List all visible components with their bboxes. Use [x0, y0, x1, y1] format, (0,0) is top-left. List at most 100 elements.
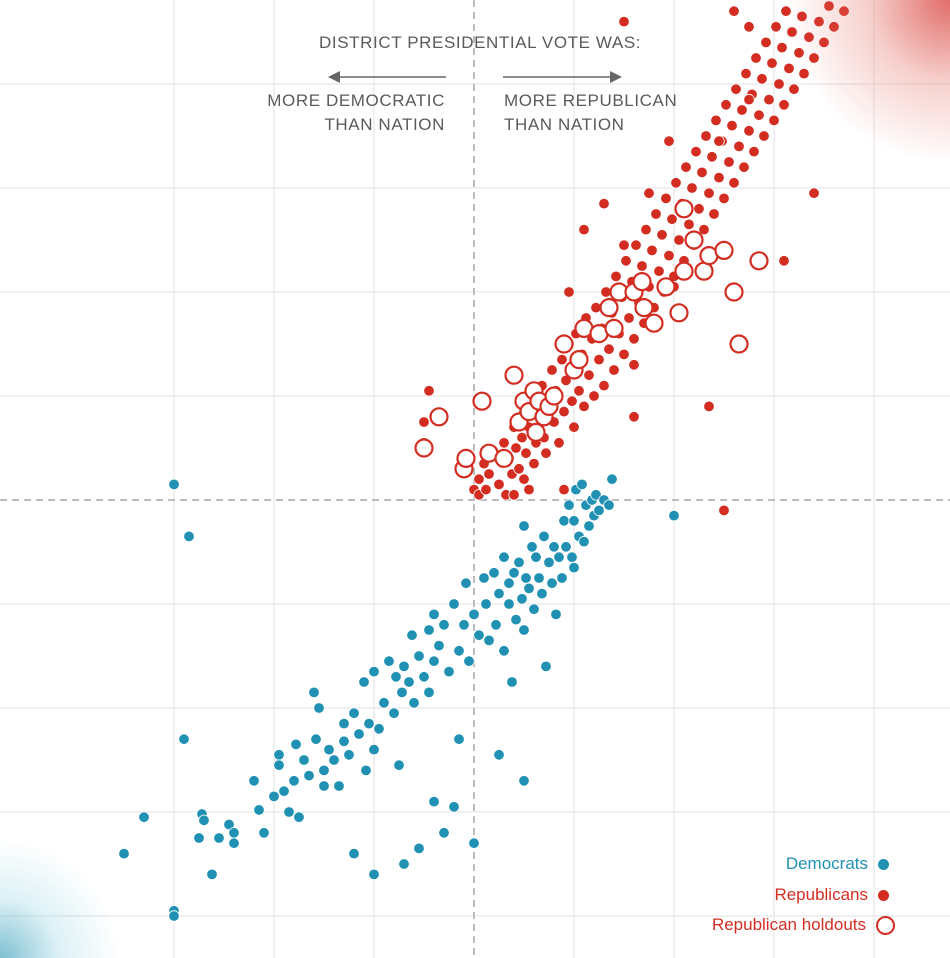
data-point-holdout — [674, 261, 694, 281]
data-point-republican — [473, 473, 485, 485]
data-point-democrat — [506, 676, 518, 688]
data-point-democrat — [428, 608, 440, 621]
data-point-republican — [480, 483, 492, 496]
data-point-republican — [796, 10, 808, 23]
data-point-democrat — [248, 775, 260, 787]
data-point-democrat — [438, 619, 450, 631]
data-point-republican — [618, 348, 630, 361]
data-point-republican — [743, 93, 755, 106]
legend-label-democrats: Democrats — [785, 854, 868, 873]
data-point-republican — [656, 229, 668, 241]
data-point-republican — [518, 473, 530, 485]
data-point-democrat — [258, 827, 270, 839]
data-point-democrat — [388, 707, 400, 719]
data-point-democrat — [383, 655, 395, 667]
data-point-democrat — [228, 827, 240, 839]
data-point-democrat — [348, 847, 360, 860]
data-point-republican — [558, 483, 570, 496]
data-point-democrat — [213, 832, 225, 844]
series-republican-holdouts — [414, 199, 769, 479]
data-point-democrat — [520, 572, 532, 584]
data-point-democrat — [518, 624, 530, 636]
data-point-republican — [610, 270, 622, 283]
data-point-democrat — [556, 572, 568, 584]
data-point-holdout — [729, 334, 749, 354]
data-point-democrat — [206, 868, 218, 881]
data-point-democrat — [290, 738, 302, 751]
data-point-democrat — [550, 608, 562, 621]
data-point-republican — [733, 140, 745, 153]
data-point-holdout — [674, 199, 694, 219]
data-point-democrat — [368, 743, 380, 756]
data-point-democrat — [373, 723, 385, 735]
data-point-democrat — [406, 629, 418, 641]
data-point-democrat — [338, 735, 350, 747]
annotation-more-democratic: MORE DEMOCRATIC THAN NATION — [267, 89, 445, 137]
data-point-republican — [628, 411, 640, 423]
data-point-republican — [608, 364, 620, 376]
data-point-democrat — [428, 655, 440, 667]
data-point-democrat — [343, 749, 355, 761]
data-point-democrat — [268, 790, 280, 803]
data-point-republican — [758, 130, 770, 142]
data-point-democrat — [278, 785, 290, 797]
data-point-republican — [748, 145, 760, 158]
data-point-democrat — [463, 655, 475, 667]
data-point-democrat — [293, 811, 305, 823]
data-point-democrat — [198, 814, 210, 827]
data-point-republican — [770, 21, 782, 33]
data-point-republican — [786, 26, 798, 38]
annotation-title-text: DISTRICT PRESIDENTIAL VOTE WAS: — [319, 33, 642, 52]
data-point-republican — [743, 125, 755, 137]
data-point-republican — [498, 437, 510, 449]
data-point-republican — [686, 182, 698, 194]
data-point-democrat — [273, 749, 285, 761]
data-point-democrat — [223, 818, 235, 831]
data-point-democrat — [546, 577, 558, 589]
data-point-republican — [683, 218, 695, 231]
data-point-republican — [623, 312, 635, 324]
data-point-democrat — [498, 645, 510, 657]
data-point-democrat — [168, 478, 180, 491]
legend-swatch-democrats — [878, 858, 889, 870]
data-point-democrat — [668, 509, 680, 522]
data-point-republican — [573, 385, 585, 397]
data-point-democrat — [253, 804, 265, 816]
data-point-holdout — [472, 391, 492, 411]
data-point-democrat — [353, 728, 365, 740]
data-point-democrat — [568, 515, 580, 527]
data-point-democrat — [468, 608, 480, 621]
data-point-republican — [513, 463, 525, 475]
data-point-democrat — [283, 806, 295, 818]
data-point-republican — [773, 78, 785, 90]
data-point-republican — [653, 265, 665, 277]
data-point-republican — [713, 135, 725, 147]
data-point-democrat — [603, 499, 615, 511]
data-point-democrat — [360, 764, 372, 777]
data-point-republican — [568, 421, 580, 433]
data-point-democrat — [523, 582, 535, 595]
data-point-republican — [693, 203, 705, 215]
data-point-democrat — [526, 541, 538, 553]
data-point-democrat — [368, 665, 380, 678]
data-point-republican — [708, 208, 720, 220]
data-point-democrat — [578, 535, 590, 548]
annotation-more-republican: MORE REPUBLICAN THAN NATION — [504, 89, 677, 137]
data-point-democrat — [530, 551, 542, 563]
legend-swatch-holdouts — [876, 915, 895, 935]
data-point-republican — [680, 161, 692, 173]
data-point-republican — [760, 36, 772, 49]
data-point-democrat — [460, 577, 472, 589]
data-point-democrat — [228, 837, 240, 849]
data-point-democrat — [538, 530, 550, 543]
data-point-democrat — [398, 660, 410, 673]
data-point-democrat — [518, 775, 530, 787]
data-point-democrat — [443, 665, 455, 678]
data-point-democrat — [513, 556, 525, 569]
data-point-republican — [598, 379, 610, 392]
data-point-holdout — [456, 448, 476, 468]
data-point-republican — [808, 187, 820, 199]
data-point-republican — [423, 385, 435, 397]
data-point-republican — [723, 156, 735, 168]
